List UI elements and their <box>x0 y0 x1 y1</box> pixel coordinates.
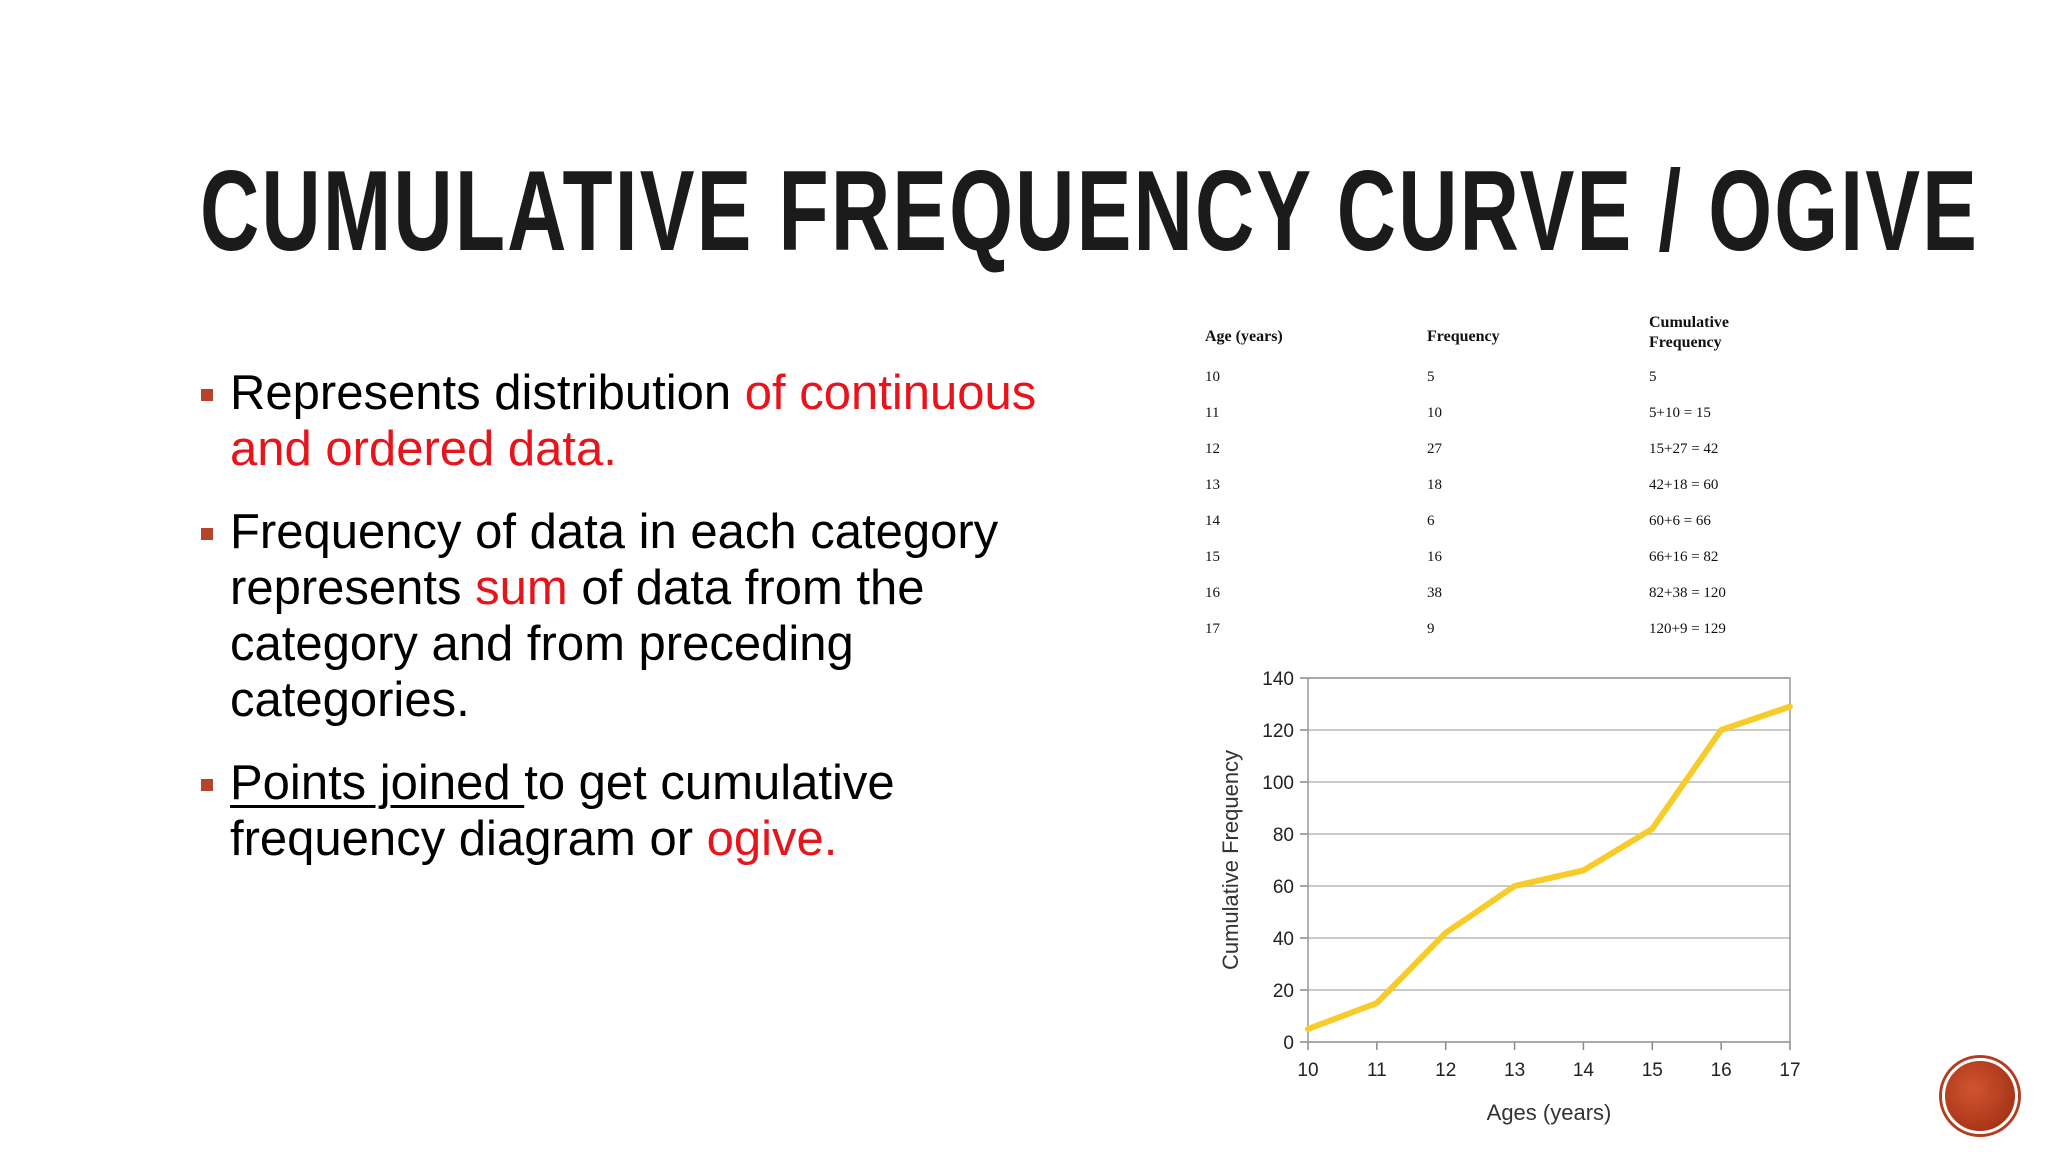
table-cell: 13 <box>1205 477 1220 493</box>
bullet-text: to get cumulative frequency diagram or <box>230 756 895 866</box>
x-tick-label: 13 <box>1504 1060 1525 1081</box>
table-cell: 82+38 = 120 <box>1649 585 1726 601</box>
y-tick-label: 20 <box>1273 981 1294 1002</box>
table-cell: 10 <box>1427 405 1442 421</box>
bullet-highlight: sum <box>475 561 568 615</box>
table-cell: 12 <box>1205 441 1220 457</box>
x-tick-label: 10 <box>1297 1060 1318 1081</box>
x-tick-label: 17 <box>1779 1060 1800 1081</box>
bullet-text: of data from the category and from prece… <box>230 561 925 727</box>
x-tick-label: 16 <box>1711 1060 1732 1081</box>
table-cell: 16 <box>1205 585 1220 601</box>
data-point <box>1651 827 1654 830</box>
table-cell: 27 <box>1427 441 1442 457</box>
plot-area-frame <box>1307 677 1791 1043</box>
x-axis-label: Ages (years) <box>1487 1100 1612 1125</box>
table-cell: 10 <box>1205 369 1220 385</box>
bullet-item: Frequency of data in each category repre… <box>200 504 1100 728</box>
table-cell: 42+18 = 60 <box>1649 477 1719 493</box>
bullet-highlight: of continuous and ordered data. <box>230 366 1037 476</box>
bullet-text: Frequency of data in each category repre… <box>230 505 999 615</box>
table-cell: 38 <box>1427 585 1442 601</box>
table-cell: 11 <box>1205 405 1220 421</box>
table-cell: 14 <box>1205 513 1220 529</box>
table-cell: 9 <box>1427 621 1435 637</box>
data-point <box>1582 869 1585 872</box>
table-cell: 15 <box>1205 549 1220 565</box>
chart-series <box>1305 703 1793 1032</box>
x-tick-label: 11 <box>1367 1060 1387 1081</box>
bullet-highlight: ogive. <box>706 812 838 866</box>
data-point <box>1375 1002 1378 1004</box>
y-tick-label: 80 <box>1273 825 1294 846</box>
data-point <box>1789 705 1791 708</box>
y-tick-label: 140 <box>1262 669 1294 690</box>
table-cell: 17 <box>1205 621 1220 637</box>
x-tick-label: 14 <box>1573 1060 1595 1081</box>
y-tick-label: 40 <box>1273 929 1294 950</box>
x-tick-label: 15 <box>1642 1060 1663 1081</box>
data-point <box>1307 1028 1309 1030</box>
data-point <box>1720 729 1723 731</box>
bullet-underlined-text: Points joined <box>230 756 525 810</box>
table-cell: 16 <box>1427 549 1442 565</box>
slide-title: CUMULATIVE FREQUENCY CURVE / OGIVE <box>200 148 1980 275</box>
bullet-item: Represents distribution of continuous an… <box>200 365 1100 477</box>
table-cell: 6 <box>1427 513 1435 529</box>
y-tick-label: 120 <box>1262 721 1294 742</box>
table-header-cumulative: Cumulative Frequency <box>1649 314 1729 351</box>
y-tick-label: 0 <box>1283 1033 1294 1054</box>
table-header-age: Age (years) <box>1205 328 1283 345</box>
y-tick-label: 60 <box>1273 877 1294 898</box>
table-cell: 5 <box>1427 369 1435 385</box>
table-header-frequency: Frequency <box>1427 328 1500 345</box>
ogive-chart-svg: 0 20 40 60 80 100 120 140 10 11 12 13 14 15 16 17 Ages … <box>1218 669 1801 1125</box>
bullet-item: Points joined to get cumulative frequenc… <box>200 755 1100 867</box>
table-cell: 120+9 = 129 <box>1649 621 1726 637</box>
y-tick-label: 100 <box>1262 773 1294 794</box>
table-cell: 5+10 = 15 <box>1649 405 1711 421</box>
table-cell: 5 <box>1649 369 1657 385</box>
table-cell: 15+27 = 42 <box>1649 441 1719 457</box>
table-cell: 66+16 = 82 <box>1649 549 1719 565</box>
bullet-text: Represents distribution <box>230 366 745 420</box>
circle-nav-icon[interactable] <box>1942 1058 2018 1134</box>
ogive-chart: 0 20 40 60 80 100 120 140 10 11 12 13 14 15 16 17 Ages … <box>1205 655 1825 1135</box>
y-axis-label: Cumulative Frequency <box>1218 750 1243 970</box>
table-cell: 18 <box>1427 477 1442 493</box>
data-point <box>1444 931 1447 934</box>
chart-axes: 0 20 40 60 80 100 120 140 10 11 12 13 14 15 16 17 <box>1262 669 1800 1081</box>
data-point <box>1513 885 1516 887</box>
x-tick-label: 12 <box>1435 1060 1456 1081</box>
table-cell: 60+6 = 66 <box>1649 513 1711 529</box>
series-line <box>1305 703 1793 1032</box>
bullet-list: Represents distribution of continuous an… <box>200 365 1100 894</box>
